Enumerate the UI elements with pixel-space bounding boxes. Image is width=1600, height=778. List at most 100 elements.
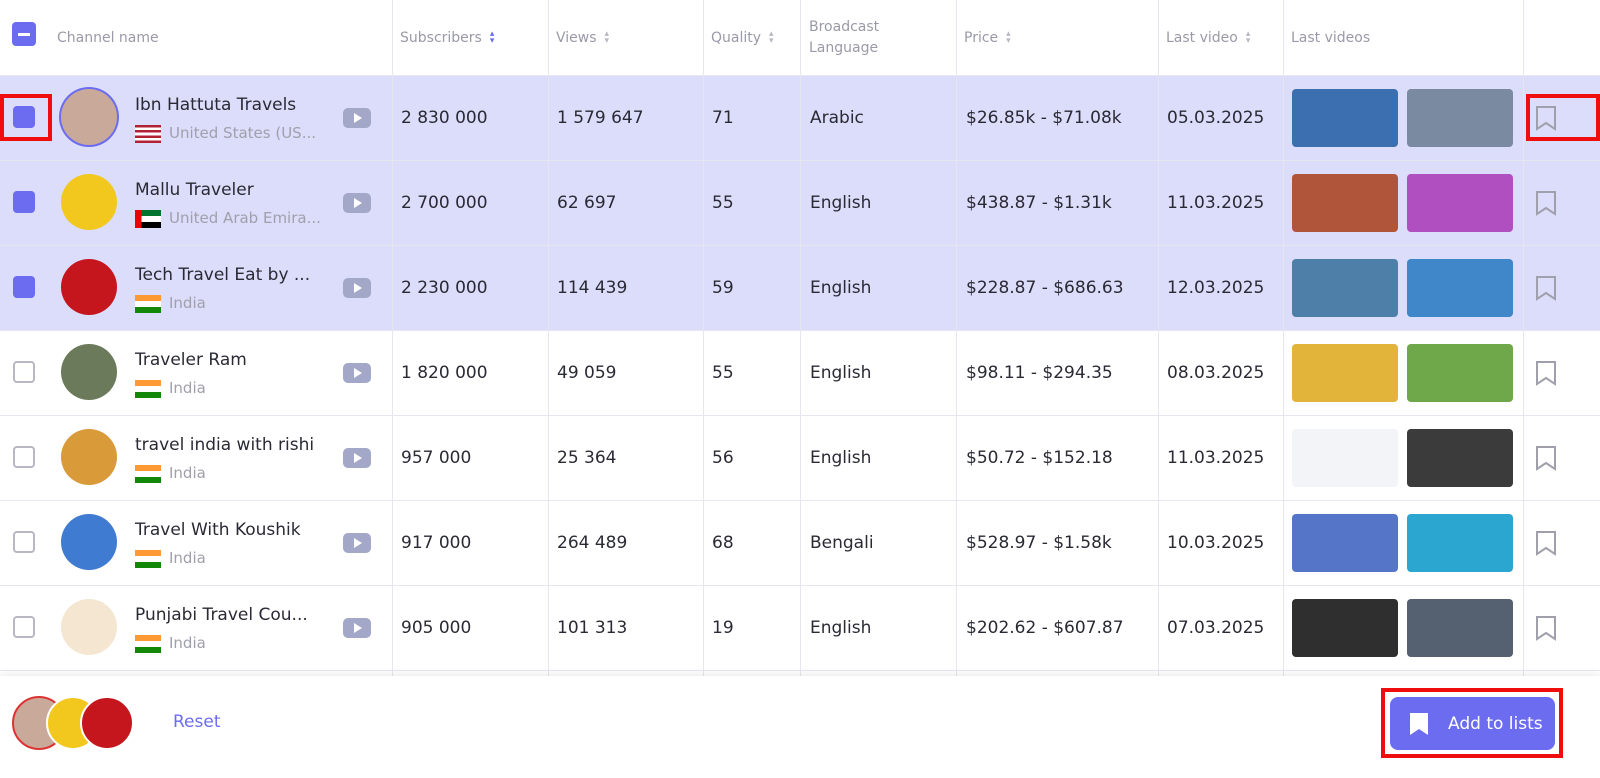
youtube-icon[interactable] [343,533,371,553]
video-thumbnail[interactable] [1407,259,1513,317]
column-header[interactable]: Price ▴ ▾ [964,28,1011,46]
price: $202.62 - $607.87 [966,617,1124,638]
last-video: 12.03.2025 [1167,277,1265,298]
column-divider [956,0,957,676]
language: Bengali [810,532,874,553]
video-thumbnail[interactable] [1407,89,1513,147]
views: 62 697 [557,192,617,213]
video-thumbnail[interactable] [1292,429,1398,487]
highlight [0,94,52,141]
bookmark-button[interactable] [1535,615,1557,645]
footer: Reset Add to lists [0,676,1600,778]
column-divider [1283,0,1284,676]
subscribers: 957 000 [401,447,472,468]
country-name: United Arab Emira... [169,209,321,227]
youtube-icon[interactable] [343,448,371,468]
youtube-icon[interactable] [343,193,371,213]
last-video: 11.03.2025 [1167,447,1265,468]
video-thumbnail[interactable] [1292,259,1398,317]
column-header[interactable]: Last video ▴ ▾ [1166,28,1251,46]
video-thumbnail[interactable] [1407,599,1513,657]
country-name: India [169,549,206,567]
youtube-icon[interactable] [343,278,371,298]
channel-avatar [61,344,117,400]
youtube-icon[interactable] [343,618,371,638]
country-name: India [169,464,206,482]
bookmark-icon [1536,531,1556,556]
column-divider [1158,0,1159,676]
quality: 19 [712,617,734,638]
sort-icon: ▴ ▾ [769,28,774,46]
country-flag [135,465,161,483]
row-checkbox[interactable] [13,531,35,553]
bookmark-icon [1536,616,1556,641]
video-thumbnail[interactable] [1292,344,1398,402]
bookmark-icon [1410,712,1428,735]
button-label: Add to lists [1448,713,1543,734]
select-all-checkbox[interactable] [12,22,36,46]
sort-icon: ▴ ▾ [489,28,495,46]
language: English [810,617,872,638]
channel-avatar [61,514,117,570]
last-video: 07.03.2025 [1167,617,1265,638]
video-thumbnail[interactable] [1407,514,1513,572]
row-checkbox[interactable] [13,276,35,298]
bookmark-icon [1536,276,1556,301]
subscribers: 917 000 [401,532,472,553]
video-thumbnail[interactable] [1292,89,1398,147]
views: 1 579 647 [557,107,644,128]
bookmark-icon [1536,446,1556,471]
country-name: India [169,379,206,397]
price: $98.11 - $294.35 [966,362,1113,383]
channel-name: Punjabi Travel Cou... [135,605,308,625]
bookmark-button[interactable] [1535,190,1557,220]
views: 114 439 [557,277,628,298]
row-checkbox[interactable] [13,361,35,383]
subscribers: 2 230 000 [401,277,488,298]
video-thumbnail[interactable] [1407,344,1513,402]
country-name: India [169,634,206,652]
row-checkbox[interactable] [13,106,35,128]
quality: 71 [712,107,734,128]
country-name: United States (US... [169,124,316,142]
price: $528.97 - $1.58k [966,532,1112,553]
video-thumbnail[interactable] [1407,174,1513,232]
column-header[interactable]: Views ▴ ▾ [556,28,610,46]
bookmark-button[interactable] [1535,445,1557,475]
last-video: 05.03.2025 [1167,107,1265,128]
youtube-icon[interactable] [343,108,371,128]
column-divider [392,0,393,676]
last-video: 10.03.2025 [1167,532,1265,553]
quality: 68 [712,532,734,553]
row-checkbox[interactable] [13,446,35,468]
reset-button[interactable]: Reset [173,712,221,732]
bookmark-button[interactable] [1535,360,1557,390]
video-thumbnail[interactable] [1292,514,1398,572]
country-name: India [169,294,206,312]
subscribers: 1 820 000 [401,362,488,383]
bookmark-button[interactable] [1535,530,1557,560]
video-thumbnail[interactable] [1407,429,1513,487]
column-header[interactable]: Quality ▴ ▾ [711,28,774,46]
price: $26.85k - $71.08k [966,107,1122,128]
row-checkbox[interactable] [13,191,35,213]
language: Arabic [810,107,864,128]
add-to-lists-button[interactable]: Add to lists [1390,697,1555,750]
channel-avatar [61,89,117,145]
sort-icon: ▴ ▾ [1006,28,1011,46]
bookmark-button[interactable] [1535,275,1557,305]
price: $438.87 - $1.31k [966,192,1112,213]
channel-avatar [61,429,117,485]
last-video: 11.03.2025 [1167,192,1265,213]
quality: 55 [712,192,734,213]
bookmark-icon [1536,361,1556,386]
bookmark-icon [1536,106,1556,131]
quality: 55 [712,362,734,383]
youtube-icon[interactable] [343,363,371,383]
column-header[interactable]: Subscribers ▴ ▾ [400,28,495,46]
bookmark-button[interactable] [1535,105,1557,135]
video-thumbnail[interactable] [1292,599,1398,657]
video-thumbnail[interactable] [1292,174,1398,232]
row-checkbox[interactable] [13,616,35,638]
country-flag [135,635,161,653]
